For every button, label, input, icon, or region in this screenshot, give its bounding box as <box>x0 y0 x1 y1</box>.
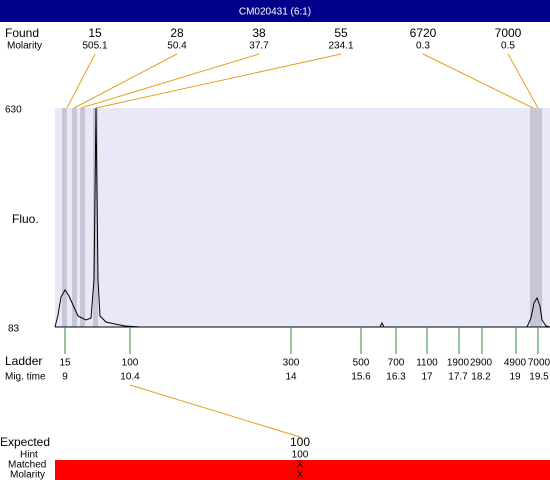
ladder-size: 300 <box>283 358 300 369</box>
molarity-label: Molarity <box>7 41 42 52</box>
mig-time-label: Mig. time <box>5 372 46 383</box>
ladder-time: 10.4 <box>120 372 140 383</box>
ladder-time: 19 <box>509 372 521 383</box>
ladder-time: 17 <box>421 372 433 383</box>
ladder-time: 14 <box>285 372 297 383</box>
hint-label: Hint <box>20 450 38 461</box>
peak-molarity: 0.3 <box>416 41 430 52</box>
title-bar <box>0 0 550 22</box>
peak-molarity: 234.1 <box>328 41 353 52</box>
peak-size: 15 <box>88 26 102 40</box>
ladder-time: 15.6 <box>351 372 371 383</box>
match-bar <box>55 460 550 480</box>
ladder-time: 9 <box>62 372 68 383</box>
title: CM020431 (6:1) <box>239 7 311 18</box>
plot-area <box>55 108 550 327</box>
peak-connector <box>422 53 534 109</box>
expected-connector <box>129 384 301 438</box>
ladder-size: 500 <box>353 358 370 369</box>
found-label: Found <box>5 26 39 40</box>
matched-label: Matched <box>8 460 46 471</box>
ladder-size: 700 <box>388 358 405 369</box>
peak-size: 55 <box>334 26 348 40</box>
ladder-label: Ladder <box>5 354 42 368</box>
ladder-size: 1100 <box>416 358 438 369</box>
ladder-time: 18.2 <box>471 372 491 383</box>
peak-size: 28 <box>170 26 184 40</box>
matched-value: X <box>297 460 304 471</box>
y-bottom-label: 83 <box>8 324 20 335</box>
peak-connector <box>73 53 178 109</box>
peak-molarity: 50.4 <box>167 41 187 52</box>
hint-value: 100 <box>292 450 309 461</box>
peak-connector <box>507 53 539 109</box>
peak-molarity: 505.1 <box>82 41 107 52</box>
peak-size: 38 <box>252 26 266 40</box>
ladder-time: 16.3 <box>386 372 406 383</box>
y-axis-label: Fluo. <box>12 212 39 226</box>
ladder-time: 19.5 <box>529 372 549 383</box>
peak-connector <box>80 53 260 109</box>
ladder-size: 7000 <box>528 358 550 369</box>
peak-connector <box>66 53 96 109</box>
peak-molarity: 0.5 <box>501 41 515 52</box>
ladder-size: 2900 <box>470 358 493 369</box>
peak-bands <box>62 108 542 327</box>
ladder-time: 17.7 <box>448 372 468 383</box>
peak-size: 7000 <box>495 26 522 40</box>
y-top-label: 630 <box>5 105 22 116</box>
peak-size: 6720 <box>410 26 437 40</box>
ladder-size: 100 <box>122 358 139 369</box>
peak-connector <box>95 53 342 109</box>
expected-value: 100 <box>290 435 310 449</box>
trace <box>54 107 550 328</box>
peak-molarity: 37.7 <box>249 41 269 52</box>
expected-label: Expected <box>0 435 50 449</box>
ladder-size: 4900 <box>504 358 527 369</box>
expected-molarity-label: Molarity <box>10 470 45 480</box>
ladder-size: 15 <box>59 358 71 369</box>
expected-molarity-value: X <box>297 470 304 480</box>
ladder-size: 1900 <box>447 358 470 369</box>
